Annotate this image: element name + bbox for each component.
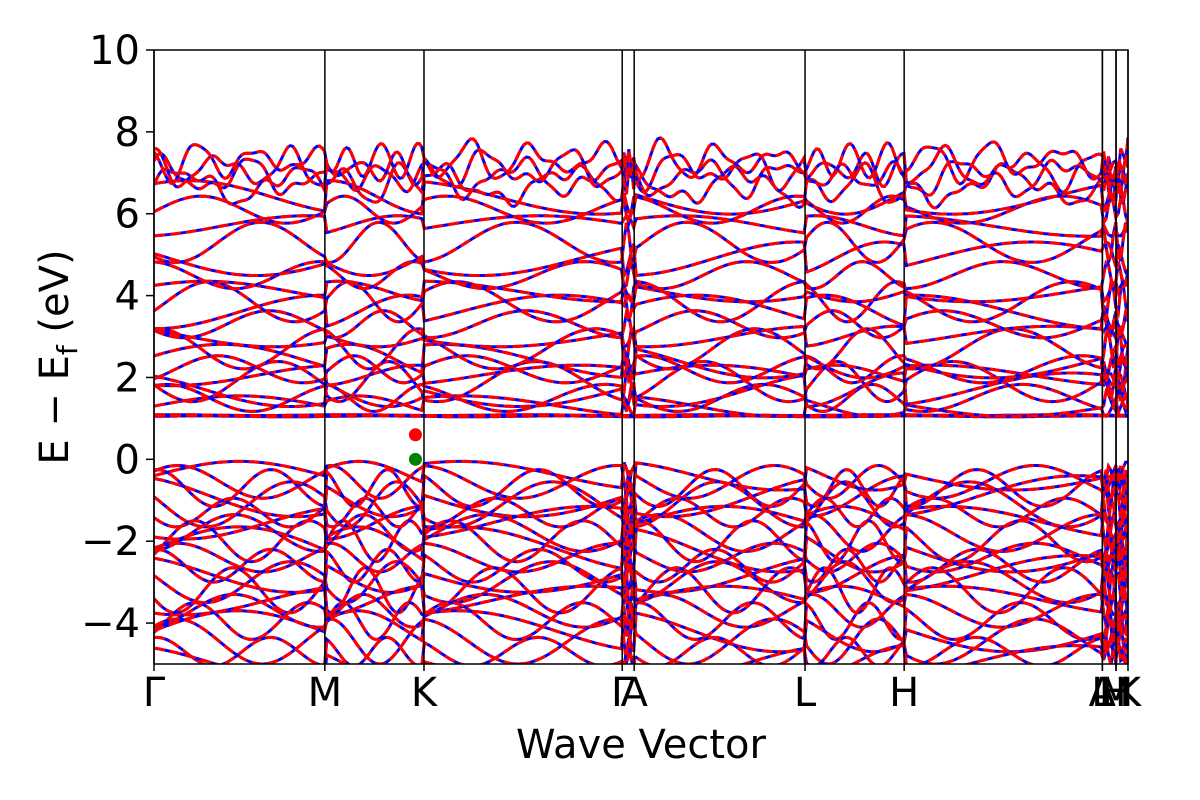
y-tick-label: 2 xyxy=(115,355,140,401)
band-spin-down xyxy=(154,369,1128,409)
band-spin-down xyxy=(154,278,1128,305)
band-spin-up xyxy=(154,518,1128,564)
band-spin-down xyxy=(154,151,1128,202)
cbm-marker xyxy=(408,428,422,442)
band-spin-down xyxy=(154,178,1128,217)
x-axis-label: Wave Vector xyxy=(516,722,767,768)
band-spin-down xyxy=(154,240,1128,281)
band-spin-down xyxy=(154,354,1128,387)
x-tick-label: K xyxy=(1115,670,1143,716)
band-spin-down xyxy=(154,191,1128,230)
band-spin-down xyxy=(154,326,1128,374)
band-lines xyxy=(154,136,1128,664)
band-spin-down xyxy=(154,538,1128,577)
y-axis-label-unit: (eV) xyxy=(32,249,78,345)
x-tick-label: A xyxy=(1089,670,1117,716)
band-spin-down xyxy=(154,480,1128,529)
kpoint-separators xyxy=(153,50,1129,664)
band-spin-down xyxy=(154,309,1128,342)
vbm-marker xyxy=(408,452,422,466)
band-spin-down xyxy=(154,467,1128,509)
band-spin-down xyxy=(154,413,1128,417)
y-tick-label: 10 xyxy=(89,28,140,74)
x-tick-label: M xyxy=(308,670,343,716)
x-tick-label: M xyxy=(1099,670,1134,716)
x-tick-label: L xyxy=(1091,670,1114,716)
x-tick-label: H xyxy=(1101,670,1131,716)
band-spin-down xyxy=(154,363,1128,388)
band-spin-down xyxy=(154,379,1128,418)
y-tick-label: 0 xyxy=(115,437,140,483)
y-tick-label: 6 xyxy=(115,192,140,238)
x-tick-label: K xyxy=(411,670,439,716)
y-axis-ticks: −4 −2 0 2 4 6 8 10 xyxy=(81,28,154,647)
band-spin-down xyxy=(154,220,1128,268)
band-spin-down xyxy=(154,357,1128,407)
band-spin-down xyxy=(154,277,1128,324)
y-axis-label-main: E − E xyxy=(32,355,78,465)
y-tick-label: 8 xyxy=(115,110,140,156)
band-spin-down xyxy=(154,322,1128,349)
band-spin-down xyxy=(154,256,1128,293)
band-spin-down xyxy=(154,600,1128,641)
y-tick-label: −2 xyxy=(81,519,140,565)
x-tick-label: Γ xyxy=(611,670,634,716)
y-tick-label: −4 xyxy=(81,601,140,647)
y-tick-label: 4 xyxy=(115,274,140,320)
band-spin-down xyxy=(154,614,1128,664)
x-tick-label: L xyxy=(794,670,817,716)
band-spin-down xyxy=(154,560,1128,606)
x-tick-label: Γ xyxy=(143,670,166,716)
band-spin-down xyxy=(154,341,1128,381)
band-spin-down xyxy=(154,459,1128,495)
y-axis-label-subscript: f xyxy=(51,344,84,355)
x-tick-label: A xyxy=(620,670,648,716)
x-tick-label: H xyxy=(889,670,919,716)
plot-frame xyxy=(153,49,1129,665)
band-spin-down xyxy=(154,547,1128,585)
band-spin-down xyxy=(154,589,1128,630)
band-spin-down xyxy=(154,609,1128,654)
band-spin-down xyxy=(154,462,1128,504)
band-spin-down xyxy=(154,136,1128,186)
y-axis-label: E − Ef (eV) xyxy=(32,249,84,464)
extrema-markers xyxy=(408,428,422,466)
band-spin-down xyxy=(154,496,1128,529)
